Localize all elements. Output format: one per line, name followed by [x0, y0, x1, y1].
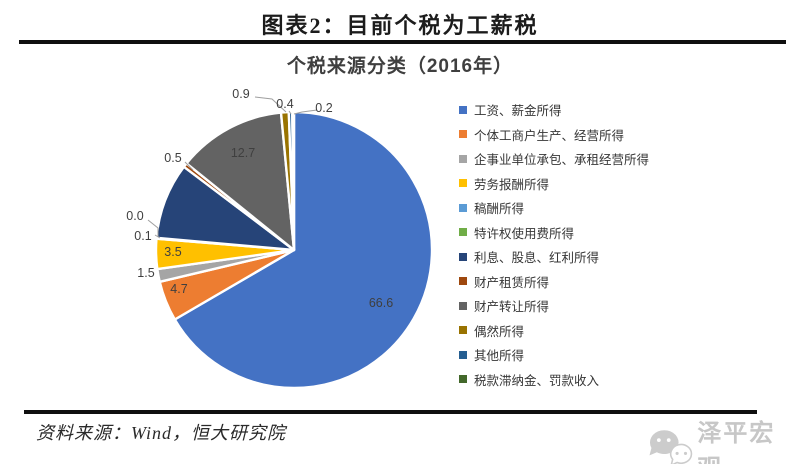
label-leader-line [254, 96, 287, 113]
data-label: 0.1 [134, 229, 151, 243]
label-leader-line [147, 219, 159, 237]
legend-label: 税款滞纳金、罚款收入 [474, 373, 600, 388]
pie-slices-group [154, 110, 434, 390]
legend: 工资、薪金所得个体工商户生产、经营所得企事业单位承包、承租经营所得 劳务报酬所得稿… [459, 103, 649, 397]
legend-item: 特许权使用费所得 [459, 226, 649, 241]
legend-item: 稿酬所得 [459, 201, 649, 217]
brand-name: 泽平宏观 [697, 420, 776, 464]
legend-swatch [459, 301, 467, 310]
legend-item: 个体工商户生产、经营所得 [459, 128, 649, 143]
bottom-rule [24, 410, 757, 414]
legend-swatch [459, 105, 467, 114]
legend-item: 企事业单位承包、承租经营所得 [459, 152, 650, 168]
legend-item: 税款滞纳金、罚款收入 [459, 373, 649, 388]
figure-title: 图表2：目前个税为工薪税 [261, 13, 539, 38]
label-leader-line [293, 109, 318, 115]
leader-lines-group [147, 96, 318, 239]
pie-slice [185, 111, 296, 252]
legend-label: 其他所得 [474, 349, 525, 364]
brand-watermark: 泽平宏观 [648, 413, 800, 464]
data-label: 0.4 [276, 97, 293, 111]
top-rule [19, 40, 786, 44]
legend-swatch [459, 130, 467, 139]
legend-swatch [459, 252, 467, 261]
data-label: 0.0 [126, 209, 143, 223]
legend-swatch [459, 203, 467, 212]
wechat-bubbles-icon [649, 430, 693, 464]
legend-label: 财产转让所得 [474, 300, 550, 315]
data-label: 1.5 [137, 266, 154, 280]
legend-swatch [459, 350, 467, 359]
legend-label: 工资、薪金所得 [474, 104, 562, 119]
legend-label: 个体工商户生产、经营所得 [474, 128, 625, 143]
legend-label: 特许权使用费所得 [474, 226, 575, 241]
chart-title: 个税来源分类（2016年） [286, 56, 514, 77]
data-label: 0.9 [232, 87, 249, 101]
legend-label: 偶然所得 [474, 324, 525, 339]
legend-swatch [459, 375, 467, 384]
legend-label: 稿酬所得 [474, 202, 525, 217]
label-leader-line [184, 161, 194, 171]
legend-item: 偶然所得 [459, 324, 649, 339]
pie-slice [173, 110, 434, 390]
legend-label: 财产租赁所得 [474, 275, 550, 290]
legend-label: 利息、股息、红利所得 [474, 251, 600, 266]
legend-label: 企事业单位承包、承租经营所得 [474, 153, 650, 168]
legend-item: 劳务报酬所得 [459, 177, 649, 192]
data-label: 0.5 [164, 151, 181, 165]
source-note: 资料来源：Wind，恒大研究院 [36, 423, 287, 443]
pie-slice [291, 110, 296, 252]
data-label: 66.6 [369, 296, 393, 310]
legend-label: 劳务报酬所得 [474, 177, 550, 192]
legend-swatch [459, 154, 467, 163]
legend-item: 其他所得 [459, 348, 649, 364]
data-label: 12.7 [231, 146, 255, 160]
data-label: 3.5 [164, 245, 181, 259]
legend-item: 财产转让所得 [459, 299, 649, 315]
legend-swatch [459, 179, 467, 188]
data-label: 4.7 [170, 282, 187, 296]
data-label: 0.2 [315, 101, 332, 115]
legend-item: 财产租赁所得 [459, 275, 649, 290]
legend-swatch [459, 228, 467, 237]
legend-item: 工资、薪金所得 [459, 103, 649, 119]
data-labels-group: 66.6 4.7 1.5 3.5 0.1 0.0 0.5 12.7 0.9 0.4 0.2 [126, 87, 393, 310]
legend-item: 利息、股息、红利所得 [459, 250, 649, 266]
label-leader-line [288, 110, 292, 115]
legend-swatch [459, 326, 467, 335]
legend-swatch [459, 277, 467, 286]
